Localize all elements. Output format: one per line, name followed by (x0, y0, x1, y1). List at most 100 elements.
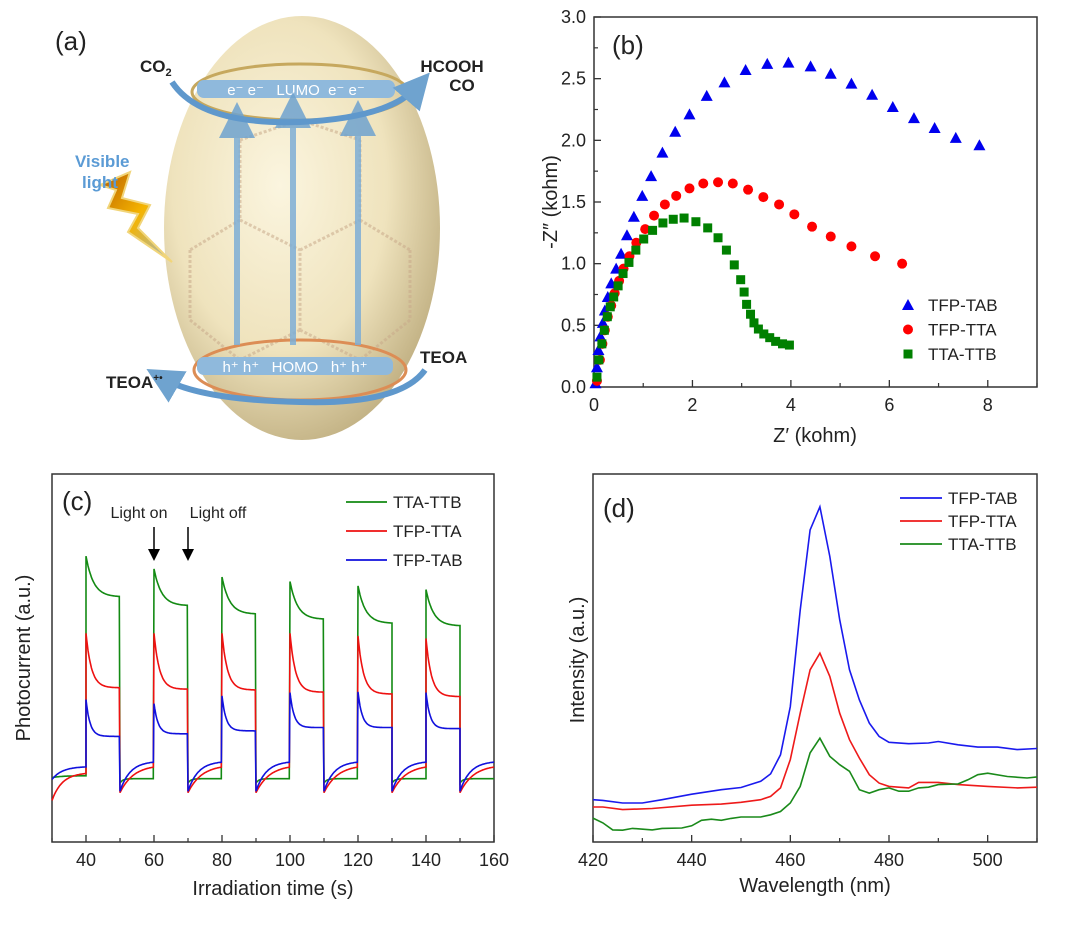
product-co: CO (449, 76, 475, 95)
data-point (718, 76, 731, 88)
lumo-band (197, 80, 395, 98)
data-point (761, 57, 774, 69)
x-tick-label: 420 (578, 850, 608, 870)
series-tta-ttb (592, 213, 913, 382)
panel-a-label: (a) (55, 26, 87, 56)
panel-label: (c) (62, 486, 92, 516)
legend-label: TFP-TAB (928, 296, 998, 315)
y-tick-label: 0.5 (561, 315, 586, 335)
x-tick-label: 140 (411, 850, 441, 870)
excitation-arrows (219, 92, 376, 345)
y-tick-label: 2.0 (561, 130, 586, 150)
data-point (784, 340, 794, 350)
data-point (771, 336, 781, 346)
data-point (669, 125, 682, 137)
y-axis-title: Photocurrent (a.u.) (13, 575, 35, 742)
reduction-arrow (169, 72, 430, 126)
data-point (659, 199, 670, 210)
legend-marker (903, 324, 913, 335)
data-point (648, 225, 658, 235)
y-tick-label: 2.5 (561, 69, 586, 89)
data-point (778, 339, 788, 349)
data-point (825, 231, 836, 242)
plot-frame (592, 473, 1038, 843)
data-point (698, 178, 709, 189)
data-point (636, 189, 649, 201)
data-point (684, 183, 695, 194)
data-point (743, 184, 754, 195)
data-point (804, 60, 817, 72)
legend-label: TFP-TTA (928, 321, 997, 340)
panel-label: (b) (612, 30, 644, 60)
data-point (870, 251, 881, 262)
x-tick-label: 0 (589, 395, 599, 415)
x-tick-label: 500 (973, 850, 1003, 870)
data-point (683, 108, 696, 120)
panel-label: (d) (603, 493, 635, 523)
data-point (824, 67, 837, 79)
data-point (928, 122, 941, 133)
data-point (700, 89, 713, 101)
data-point (679, 213, 689, 223)
x-tick-label: 8 (983, 395, 993, 415)
data-point (713, 177, 724, 188)
data-point (658, 218, 668, 228)
x-tick-label: 60 (144, 850, 164, 870)
data-point (886, 101, 899, 113)
homo-band-text: h⁺ h⁺ HOMO h⁺ h⁺ (222, 359, 367, 376)
legend-label: TFP-TTA (948, 512, 1017, 531)
data-point (599, 325, 609, 335)
legend-marker (903, 349, 913, 359)
x-tick-label: 80 (212, 850, 232, 870)
data-point (627, 210, 640, 222)
data-point (713, 233, 723, 243)
data-point (609, 292, 619, 302)
legend-label: TFP-TTA (393, 522, 462, 541)
chart-d-photoluminescence: 420 440 460 480 500 (d) Wavelength (nm) Intensi… (567, 473, 1038, 897)
data-point (671, 190, 682, 201)
y-axis-title: Intensity (a.u.) (567, 597, 589, 724)
data-point (594, 330, 607, 342)
data-point (897, 258, 908, 269)
chart-c-photocurrent: 40 60 80 100 120 140 160 (c) Irradiation time (s… (13, 473, 509, 900)
data-point (605, 302, 615, 312)
data-point (739, 64, 752, 76)
series-line-tfp-tab (51, 691, 495, 792)
x-tick-label: 40 (76, 850, 96, 870)
x-tick-label: 2 (687, 395, 697, 415)
series-line-tfp-tta (51, 633, 495, 801)
data-point (597, 339, 607, 349)
data-point (668, 214, 678, 224)
data-point (866, 88, 879, 100)
data-point (746, 309, 756, 319)
data-point (739, 287, 749, 297)
data-point (639, 234, 649, 244)
data-point (727, 178, 738, 189)
data-point (846, 241, 857, 252)
product-hcooh: HCOOH (420, 57, 483, 76)
data-point (656, 146, 669, 158)
data-point (624, 257, 634, 267)
data-point (753, 324, 763, 334)
series-line-tta-ttb (592, 736, 1038, 832)
data-point (729, 260, 739, 270)
x-tick-label: 4 (786, 395, 796, 415)
legend-label: TTA-TTB (928, 345, 997, 364)
data-point (596, 316, 609, 328)
series-line-tta-ttb (51, 555, 494, 786)
data-point (774, 199, 785, 210)
data-point (759, 329, 769, 339)
x-tick-label: 460 (775, 850, 805, 870)
data-point (615, 247, 628, 259)
data-point (721, 245, 731, 255)
legend-marker (902, 299, 914, 310)
data-point (703, 223, 713, 233)
teoa-oxidized-label: TEOA+• (106, 373, 163, 392)
series-tfp-tta (591, 177, 913, 386)
x-tick-label: 120 (343, 850, 373, 870)
series-tfp-tab (589, 56, 986, 389)
data-point (691, 217, 701, 227)
lightning-bolt-icon (97, 170, 173, 263)
x-tick-label: 160 (479, 850, 509, 870)
